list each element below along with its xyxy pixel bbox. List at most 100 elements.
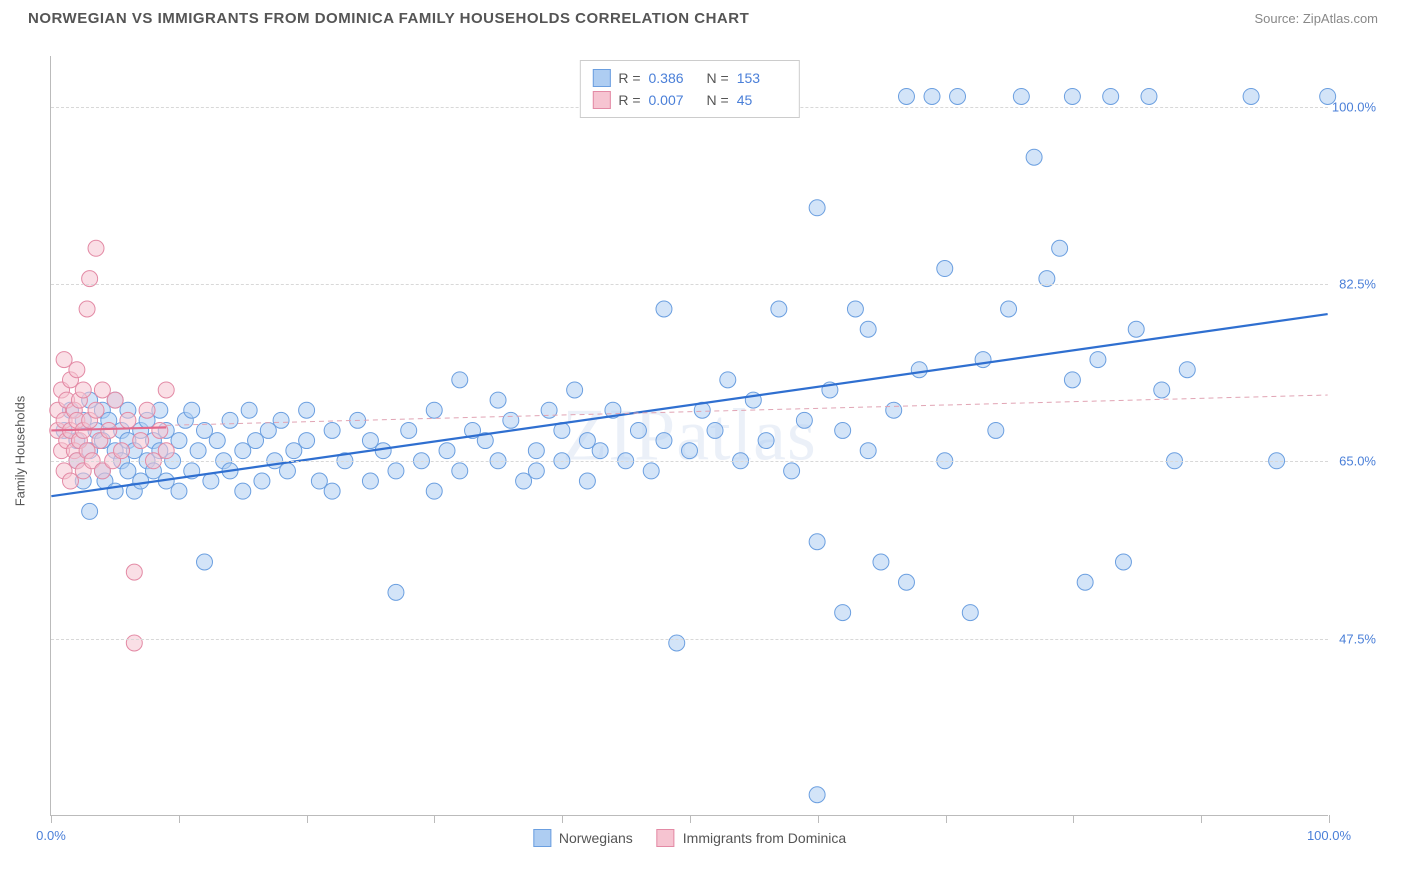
data-point — [988, 422, 1004, 438]
data-point — [809, 200, 825, 216]
data-point — [1064, 88, 1080, 104]
r-value: 0.007 — [649, 92, 699, 108]
data-point — [669, 635, 685, 651]
data-point — [567, 382, 583, 398]
data-point — [1001, 301, 1017, 317]
x-tick — [307, 815, 308, 823]
data-point — [860, 321, 876, 337]
legend-item-norwegians: Norwegians — [533, 829, 633, 847]
data-point — [158, 382, 174, 398]
legend-swatch-icon — [592, 91, 610, 109]
data-point — [962, 605, 978, 621]
data-point — [528, 443, 544, 459]
n-value: 45 — [737, 92, 787, 108]
data-point — [254, 473, 270, 489]
data-point — [101, 422, 117, 438]
x-tick — [1201, 815, 1202, 823]
chart-container: Family Households ZIPatlas R = 0.386 N =… — [50, 56, 1378, 846]
data-point — [771, 301, 787, 317]
data-point — [886, 402, 902, 418]
data-point — [158, 443, 174, 459]
data-point — [388, 584, 404, 600]
data-point — [133, 433, 149, 449]
x-tick — [434, 815, 435, 823]
data-point — [924, 88, 940, 104]
data-point — [241, 402, 257, 418]
data-point — [88, 240, 104, 256]
series-legend: Norwegians Immigrants from Dominica — [533, 829, 846, 847]
data-point — [784, 463, 800, 479]
gridline — [51, 639, 1328, 640]
data-point — [222, 412, 238, 428]
chart-header: NORWEGIAN VS IMMIGRANTS FROM DOMINICA FA… — [0, 0, 1406, 33]
data-point — [82, 503, 98, 519]
chart-title: NORWEGIAN VS IMMIGRANTS FROM DOMINICA FA… — [28, 10, 749, 27]
r-value: 0.386 — [649, 70, 699, 86]
data-point — [720, 372, 736, 388]
data-point — [579, 473, 595, 489]
data-point — [1115, 554, 1131, 570]
data-point — [490, 392, 506, 408]
data-point — [426, 483, 442, 499]
data-point — [452, 463, 468, 479]
n-value: 153 — [737, 70, 787, 86]
data-point — [235, 483, 251, 499]
data-point — [898, 88, 914, 104]
data-point — [835, 605, 851, 621]
data-point — [656, 301, 672, 317]
data-point — [107, 392, 123, 408]
legend-item-dominica: Immigrants from Dominica — [657, 829, 846, 847]
correlation-legend: R = 0.386 N = 153 R = 0.007 N = 45 — [579, 60, 799, 118]
data-point — [1141, 88, 1157, 104]
data-point — [898, 574, 914, 590]
data-point — [1154, 382, 1170, 398]
x-tick-label: 100.0% — [1307, 828, 1351, 843]
data-point — [279, 463, 295, 479]
data-point — [1243, 88, 1259, 104]
data-point — [630, 422, 646, 438]
scatter-svg — [51, 56, 1328, 815]
data-point — [758, 433, 774, 449]
y-tick-label: 65.0% — [1339, 454, 1376, 469]
legend-label: Immigrants from Dominica — [683, 830, 846, 846]
data-point — [439, 443, 455, 459]
data-point — [88, 402, 104, 418]
data-point — [197, 554, 213, 570]
x-tick — [818, 815, 819, 823]
source-attribution: Source: ZipAtlas.com — [1254, 11, 1378, 26]
gridline — [51, 461, 1328, 462]
data-point — [126, 564, 142, 580]
data-point — [362, 473, 378, 489]
data-point — [401, 422, 417, 438]
x-tick-label: 0.0% — [36, 828, 66, 843]
x-tick — [51, 815, 52, 823]
x-tick — [946, 815, 947, 823]
y-tick-label: 82.5% — [1339, 277, 1376, 292]
data-point — [937, 261, 953, 277]
legend-row-norwegians: R = 0.386 N = 153 — [592, 67, 786, 89]
plot-area: ZIPatlas R = 0.386 N = 153 R = 0.007 N =… — [50, 56, 1328, 816]
data-point — [75, 382, 91, 398]
data-point — [911, 362, 927, 378]
gridline — [51, 284, 1328, 285]
x-tick — [1329, 815, 1330, 823]
data-point — [126, 635, 142, 651]
data-point — [528, 463, 544, 479]
data-point — [835, 422, 851, 438]
data-point — [426, 402, 442, 418]
data-point — [1064, 372, 1080, 388]
data-point — [1090, 352, 1106, 368]
data-point — [847, 301, 863, 317]
data-point — [503, 412, 519, 428]
legend-swatch-icon — [533, 829, 551, 847]
data-point — [79, 301, 95, 317]
data-point — [1052, 240, 1068, 256]
legend-row-dominica: R = 0.007 N = 45 — [592, 89, 786, 111]
legend-swatch-icon — [592, 69, 610, 87]
data-point — [299, 433, 315, 449]
data-point — [975, 352, 991, 368]
data-point — [860, 443, 876, 459]
data-point — [139, 402, 155, 418]
data-point — [114, 443, 130, 459]
x-tick — [562, 815, 563, 823]
